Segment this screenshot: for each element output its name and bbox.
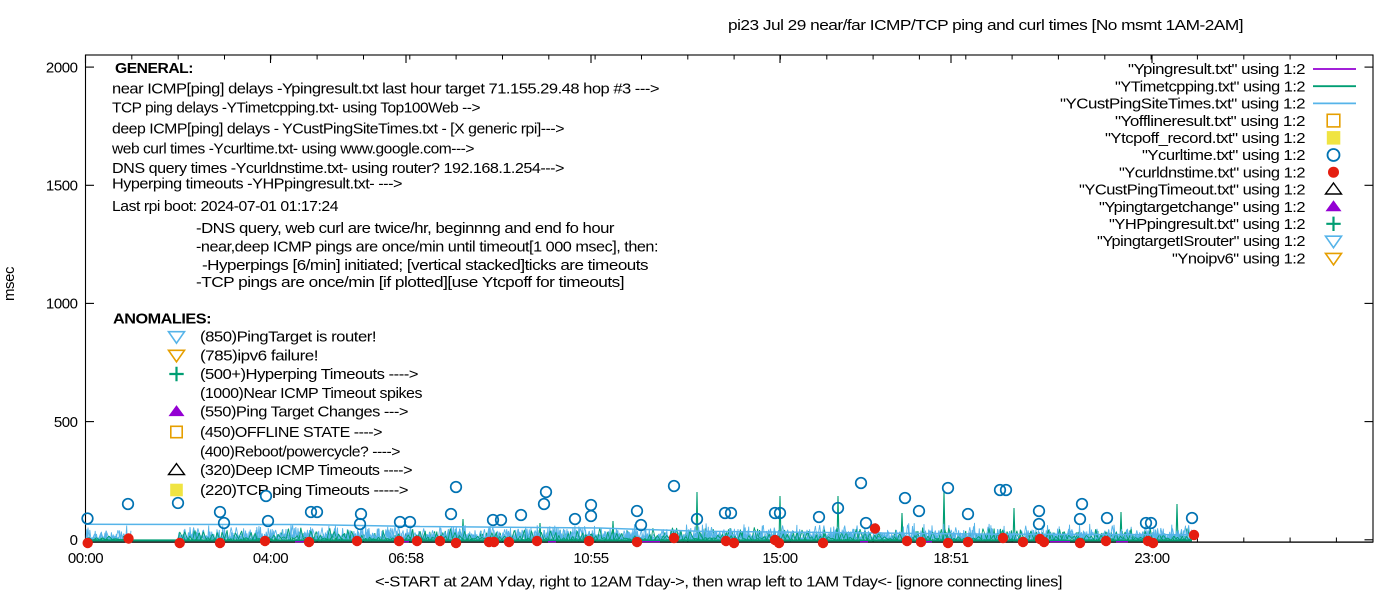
- svg-text:"Ynoipv6" using 1:2: "Ynoipv6" using 1:2: [1172, 250, 1305, 267]
- svg-text:(850)PingTarget is router!: (850)PingTarget is router!: [200, 329, 376, 346]
- svg-text:1500: 1500: [46, 178, 78, 195]
- svg-text:(220)TCP ping Timeouts ----->: (220)TCP ping Timeouts ----->: [200, 482, 409, 499]
- svg-text:-Hyperpings [6/min] initiated;: -Hyperpings [6/min] initiated; [vertical…: [202, 257, 648, 274]
- svg-text:"Ycurldnstime.txt" using 1:2: "Ycurldnstime.txt" using 1:2: [1119, 164, 1305, 181]
- svg-text:pi23 Jul 29 near/far ICMP/TCP: pi23 Jul 29 near/far ICMP/TCP ping and c…: [728, 17, 1243, 34]
- svg-text:"Yofflineresult.txt" using 1:2: "Yofflineresult.txt" using 1:2: [1115, 113, 1305, 130]
- svg-text:"Ytcpoff_record.txt" using 1:2: "Ytcpoff_record.txt" using 1:2: [1105, 130, 1305, 147]
- svg-text:DNS query times -Ycurldnstime.: DNS query times -Ycurldnstime.txt- using…: [112, 160, 565, 177]
- svg-text:TCP ping delays -YTimetcpping.: TCP ping delays -YTimetcpping.txt- using…: [112, 99, 481, 116]
- svg-text:msec: msec: [1, 266, 18, 301]
- svg-text:"Ycurltime.txt" using 1:2: "Ycurltime.txt" using 1:2: [1142, 147, 1305, 164]
- svg-text:18:51: 18:51: [933, 550, 968, 567]
- svg-text:ANOMALIES:: ANOMALIES:: [113, 311, 211, 328]
- svg-text:"YHPpingresult.txt" using 1:2: "YHPpingresult.txt" using 1:2: [1109, 216, 1305, 233]
- svg-text:2000: 2000: [46, 59, 78, 76]
- svg-text:500: 500: [54, 414, 78, 431]
- svg-text:"Ypingtargetchange" using 1:2: "Ypingtargetchange" using 1:2: [1099, 199, 1305, 216]
- svg-text:(320)Deep ICMP Timeouts ---->: (320)Deep ICMP Timeouts ---->: [200, 462, 413, 479]
- svg-text:<-START at 2AM Yday, right to: <-START at 2AM Yday, right to 12AM Tday-…: [375, 574, 1062, 591]
- svg-text:(785)ipv6 failure!: (785)ipv6 failure!: [200, 347, 318, 364]
- svg-text:23:00: 23:00: [1134, 550, 1169, 567]
- svg-text:"Ypingresult.txt" using 1:2: "Ypingresult.txt" using 1:2: [1128, 61, 1305, 78]
- svg-text:Last rpi boot: 2024-07-01 01:1: Last rpi boot: 2024-07-01 01:17:24: [112, 198, 338, 215]
- svg-text:Hyperping timeouts -YHPpingres: Hyperping timeouts -YHPpingresult.txt- -…: [112, 176, 403, 193]
- svg-text:-DNS query, web curl are twice: -DNS query, web curl are twice/hr, begin…: [196, 220, 614, 237]
- svg-text:06:58: 06:58: [388, 550, 423, 567]
- svg-text:00:00: 00:00: [68, 550, 103, 567]
- svg-text:04:00: 04:00: [253, 550, 288, 567]
- svg-text:0: 0: [70, 532, 78, 549]
- svg-text:10:55: 10:55: [573, 550, 608, 567]
- svg-text:web curl times -Ycurltime.txt-: web curl times -Ycurltime.txt- using www…: [111, 140, 475, 157]
- svg-text:-TCP pings are once/min [if p: -TCP pings are once/min [if plotted][use…: [196, 274, 624, 291]
- svg-text:deep ICMP[ping] delays - YCust: deep ICMP[ping] delays - YCustPingSiteTi…: [112, 121, 565, 138]
- svg-text:(550)Ping Target Changes --->: (550)Ping Target Changes --->: [200, 404, 409, 421]
- svg-text:"YTimetcpping.txt" using 1:2: "YTimetcpping.txt" using 1:2: [1115, 78, 1305, 95]
- svg-text:(500+)Hyperping Timeouts ---->: (500+)Hyperping Timeouts ---->: [200, 366, 419, 383]
- svg-text:"YpingtargetISrouter" using 1:: "YpingtargetISrouter" using 1:2: [1097, 233, 1305, 250]
- svg-text:GENERAL:: GENERAL:: [115, 60, 193, 77]
- svg-text:(450)OFFLINE STATE ---->: (450)OFFLINE STATE ---->: [200, 424, 383, 441]
- svg-text:1000: 1000: [46, 296, 78, 313]
- svg-text:15:00: 15:00: [762, 550, 797, 567]
- svg-text:"YCustPingTimeout.txt" using 1: "YCustPingTimeout.txt" using 1:2: [1079, 182, 1305, 199]
- svg-text:(1000)Near ICMP Timeout spikes: (1000)Near ICMP Timeout spikes: [200, 385, 422, 402]
- svg-text:near ICMP[ping] delays -Ypingr: near ICMP[ping] delays -Ypingresult.txt …: [112, 80, 660, 97]
- svg-text:(400)Reboot/powercycle? ---->: (400)Reboot/powercycle? ---->: [200, 444, 401, 461]
- svg-text:-near,deep ICMP pings are once: -near,deep ICMP pings are once/min until…: [196, 239, 658, 256]
- svg-text:"YCustPingSiteTimes.txt" using: "YCustPingSiteTimes.txt" using 1:2: [1060, 96, 1305, 113]
